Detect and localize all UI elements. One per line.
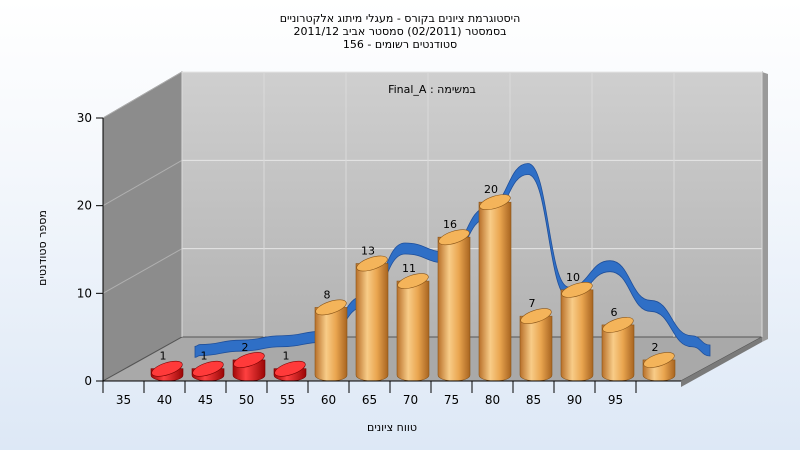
bar-body: [519, 315, 553, 382]
bar-value-label: 13: [361, 245, 375, 258]
x-tick-label: 70: [403, 393, 418, 407]
x-tick-label: 85: [526, 393, 541, 407]
bar-value-label: 20: [484, 183, 498, 196]
bar: [437, 229, 471, 382]
chart-left-wall: [102, 71, 183, 382]
bar-value-label: 1: [283, 350, 290, 363]
bar: [396, 273, 430, 382]
bar-top: [438, 229, 470, 246]
bar-top: [356, 255, 388, 272]
bar-value-label: 16: [443, 218, 457, 231]
bar: [642, 352, 676, 382]
bar-top: [274, 360, 306, 377]
bar-top: [643, 352, 675, 368]
bar: [519, 308, 553, 382]
bar-body: [355, 263, 389, 382]
bar: [314, 299, 348, 382]
bar-value-label: 1: [160, 350, 167, 363]
bar: [273, 360, 307, 382]
bar-series: [150, 194, 676, 382]
bar-top: [315, 299, 347, 316]
bar-top: [397, 273, 429, 289]
x-tick-label: 35: [116, 393, 131, 407]
gridline-side: [102, 159, 183, 207]
bar-top: [151, 360, 183, 377]
x-tick-label: 95: [608, 393, 623, 407]
bar-value-label: 8: [324, 288, 331, 301]
y-axis: 0 10 20 30: [77, 111, 104, 388]
bar-top: [233, 352, 265, 368]
bar-value-label: 1: [201, 350, 208, 363]
chart-title-line-2: בסמסטר (02/2011) סמסטר אביב 2011/12: [293, 25, 506, 38]
x-tick-label: 50: [239, 393, 254, 407]
chart-title-line-1: היסטוגרמת ציונים בקורס - מעגלי מיתוג אלק…: [280, 12, 521, 25]
x-tick-label: 90: [567, 393, 582, 407]
chart-back-wall: [181, 71, 763, 338]
bar-value-label: 2: [242, 341, 249, 354]
x-tick-label: 65: [362, 393, 377, 407]
x-tick-label: 55: [280, 393, 295, 407]
chart-title-line-3: סטודנטים רשומים - 156: [343, 38, 457, 51]
chart-right-edge: [762, 72, 768, 342]
x-axis: 35 40 45 50 55 60 65 70 75 80 85 90 95: [102, 380, 681, 407]
y-tick-label: 30: [77, 111, 92, 125]
x-tick-label: 75: [444, 393, 459, 407]
bar-body: [437, 236, 471, 382]
bar-value-label: 10: [566, 271, 580, 284]
bar-value-label: 11: [402, 262, 416, 275]
x-tick-label: 60: [321, 393, 336, 407]
bar-body: [601, 324, 635, 382]
x-tick-label: 45: [198, 393, 213, 407]
bar: [560, 281, 594, 382]
y-tick-label: 0: [84, 374, 92, 388]
bar-top: [561, 281, 593, 298]
y-tick-label: 10: [77, 286, 92, 300]
bar: [355, 255, 389, 382]
gridline-side: [102, 71, 183, 119]
bar-body: [396, 280, 430, 382]
x-tick-label: 40: [157, 393, 172, 407]
bar: [232, 352, 266, 382]
x-tick-label: 80: [485, 393, 500, 407]
x-axis-title: טווח ציונים: [367, 421, 417, 434]
bar-top: [479, 194, 511, 211]
chart-bottom-edge: [681, 337, 762, 387]
bar-top: [602, 317, 634, 333]
bar: [478, 194, 512, 382]
bar-top: [520, 308, 552, 324]
bar: [150, 360, 184, 382]
bar-value-label: 6: [611, 306, 618, 319]
bar-body: [478, 201, 512, 382]
y-tick-label: 20: [77, 199, 92, 213]
y-axis-title: מספר סטודנטים: [36, 210, 49, 286]
bar-value-label: 2: [652, 341, 659, 354]
bar-top: [192, 360, 224, 377]
bar: [191, 360, 225, 382]
bar-body: [560, 289, 594, 382]
gridline-side: [102, 248, 183, 294]
bar: [601, 317, 635, 382]
bar-value-label: 7: [529, 297, 536, 310]
bar-body: [314, 307, 348, 382]
chart-subtitle: במשימה : Final_A: [388, 83, 476, 96]
